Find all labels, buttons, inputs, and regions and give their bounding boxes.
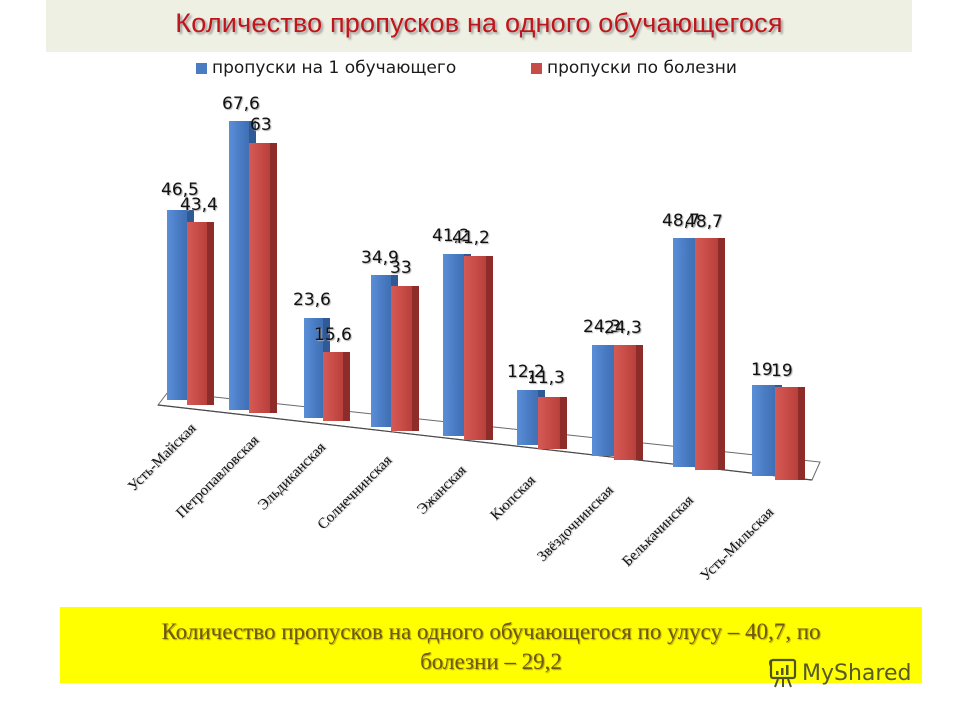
bar-zvezdochninskaya-absences: [592, 345, 621, 456]
bar-ezhanskaya-sick: [464, 256, 493, 440]
chart-title: Количество пропусков на одного обучающег…: [175, 8, 783, 38]
legend-item-sick-absences: пропуски по болезни: [531, 58, 737, 78]
bar-ust-maiskaya-absences: [167, 210, 194, 400]
bar-ust-maiskaya-sick: [187, 222, 214, 405]
presentation-board-icon: [769, 658, 797, 688]
legend-label: пропуски на 1 обучающего: [212, 58, 457, 78]
summary-line-2: болезни – 29,2: [420, 649, 562, 674]
summary-box: Количество пропусков на одного обучающег…: [60, 607, 922, 683]
title-band: Количество пропусков на одного обучающег…: [46, 0, 912, 52]
value-label-blue: 48,7: [662, 211, 700, 231]
value-label-red: 33: [390, 258, 412, 278]
bar-ezhanskaya-absences: [443, 254, 471, 436]
value-label-red: 15,6: [314, 325, 352, 345]
value-label-blue: 67,6: [222, 94, 260, 114]
bar-belkachinskaya-absences: [673, 238, 702, 467]
summary-text: Количество пропусков на одного обучающег…: [60, 617, 922, 677]
legend-label: пропуски по болезни: [547, 58, 737, 78]
value-label-blue: 34,9: [361, 248, 399, 268]
bar-petropavlovskaya-sick: [249, 143, 277, 413]
value-label-red: 11,3: [527, 368, 565, 388]
legend-item-absences: пропуски на 1 обучающего: [196, 58, 456, 78]
value-label-red: 48,7: [685, 212, 723, 232]
legend-swatch-blue: [196, 62, 207, 74]
bar-eldikanskaya-sick: [323, 352, 350, 421]
bar-petropavlovskaya-absences: [229, 121, 256, 410]
watermark: MyShared: [768, 656, 911, 690]
value-label-red: 19: [771, 361, 793, 381]
watermark-text: MyShared: [802, 660, 912, 686]
value-label-red: 63: [250, 115, 272, 135]
bar-solnechninskaya-absences: [371, 275, 398, 427]
bar-zvezdochninskaya-sick: [614, 345, 643, 460]
summary-line-1: Количество пропусков на одного обучающег…: [161, 619, 821, 644]
value-label-red: 24,3: [604, 318, 642, 338]
value-label-blue: 41,2: [432, 226, 470, 246]
chart-legend: пропуски на 1 обучающего пропуски по бол…: [0, 58, 960, 82]
bar-solnechninskaya-sick: [391, 286, 419, 431]
bar-belkachinskaya-sick: [695, 238, 725, 470]
bar-kyupskaya-absences: [517, 390, 545, 445]
legend-swatch-red: [531, 62, 542, 74]
value-label-blue: 12,2: [507, 362, 545, 382]
value-label-blue: 46,5: [161, 180, 199, 200]
bar-ust-milskaya-sick: [775, 387, 805, 480]
bar-kyupskaya-sick: [538, 397, 567, 449]
value-label-red: 41,2: [452, 228, 490, 248]
value-label-red: 43,4: [180, 195, 218, 215]
value-label-blue: 23,6: [293, 290, 331, 310]
bar-ust-milskaya-absences: [752, 385, 782, 476]
value-label-blue: 19: [751, 360, 773, 380]
value-label-blue: 24,3: [583, 317, 621, 337]
